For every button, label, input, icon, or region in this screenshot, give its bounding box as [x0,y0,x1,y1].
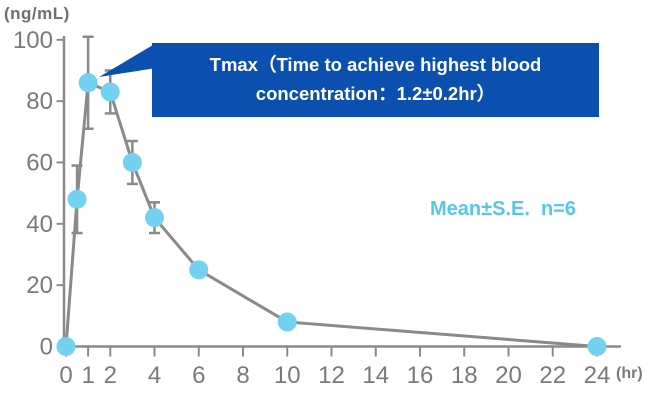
x-tick-label: 24 [584,362,611,389]
data-point-24hr [587,337,607,356]
data-point-1hr [78,73,98,93]
y-tick-label: 0 [40,334,53,361]
x-tick-label: 8 [236,362,249,389]
x-tick-label: 14 [362,362,389,389]
y-tick-label: 20 [26,272,53,299]
x-tick-label: 4 [148,362,161,389]
data-point-2hr [100,82,120,102]
tmax-callout-box: Tmax（Time to achieve highest blood conce… [152,43,599,117]
data-point-6hr [189,260,209,280]
x-tick-label: 22 [539,362,566,389]
x-tick-label: 10 [274,362,301,389]
data-point-4hr [145,208,164,228]
x-tick-label: 18 [451,362,478,389]
x-axis-unit-label: (hr) [616,365,643,382]
y-axis-unit-label: (ng/mL) [4,4,70,23]
y-tick-label: 80 [26,88,53,115]
callout-pointer [99,45,153,77]
y-tick-label: 40 [26,211,53,238]
x-tick-label: 16 [407,362,434,389]
data-point-0.5hr [67,189,87,209]
x-tick-label: 6 [192,362,205,389]
x-tick-label: 1 [81,362,94,389]
data-point-10hr [277,312,297,332]
x-tick-label: 20 [495,362,522,389]
tmax-callout-text: Tmax（Time to achieve highest blood conce… [209,54,542,104]
data-point-0hr [56,337,76,356]
mean-se-note: Mean±S.E. n=6 [430,198,577,220]
y-tick-label: 100 [13,27,53,54]
data-point-3hr [122,152,142,172]
y-tick-label: 60 [26,149,53,176]
x-tick-label: 12 [318,362,345,389]
x-tick-label: 0 [59,362,72,389]
x-tick-label: 2 [104,362,117,389]
